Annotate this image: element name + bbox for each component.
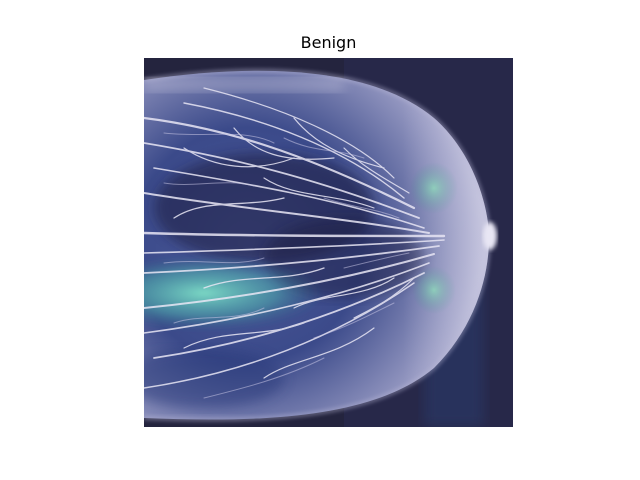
figure-title: Benign	[300, 33, 357, 52]
mammogram-image	[144, 58, 513, 427]
mammogram-heatmap-graphic	[144, 58, 513, 427]
